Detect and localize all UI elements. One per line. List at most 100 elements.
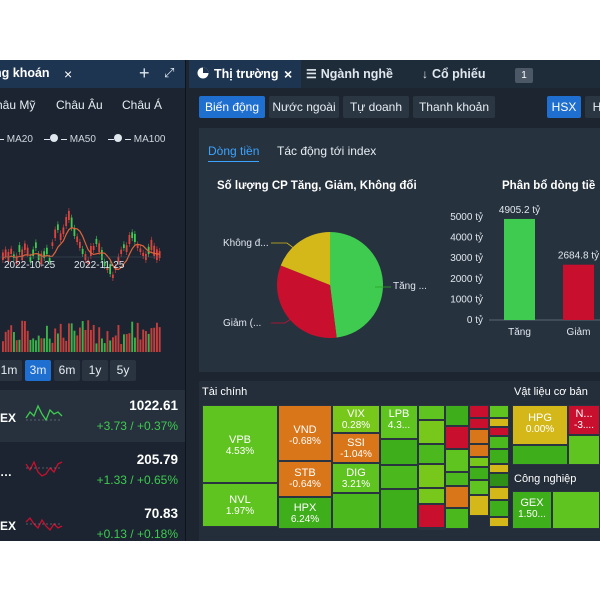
treemap-cell[interactable]: STB -0.64% xyxy=(278,461,332,497)
main-tabbar: Thị trường × ☰ Ngành nghề ↓ Cổ phiếu 1 xyxy=(189,60,600,88)
pie-slice-neutral[interactable] xyxy=(280,232,330,285)
index-row[interactable]: EX 1022.61 +3.73 / +0.37% xyxy=(0,390,185,442)
exchange-hsx[interactable]: HSX xyxy=(547,96,581,118)
treemap-cell[interactable]: VIX 0.28% xyxy=(332,405,380,433)
pie-slice-up[interactable] xyxy=(330,232,383,338)
plus-icon[interactable]: + xyxy=(139,63,150,83)
volume-bar xyxy=(21,320,24,352)
tab-stocks[interactable]: ↓ Cổ phiếu xyxy=(422,60,485,88)
candle xyxy=(2,252,4,260)
volume-bar xyxy=(90,329,92,352)
treemap-cell xyxy=(489,486,509,501)
candle xyxy=(150,239,153,250)
volume-bar xyxy=(156,322,158,352)
candle xyxy=(54,229,57,238)
tab-money-flow[interactable]: Dòng tiền xyxy=(208,144,260,162)
volume-bar xyxy=(153,327,156,352)
candle xyxy=(136,244,139,248)
range-6m[interactable]: 6m xyxy=(54,360,80,381)
volume-bar xyxy=(43,338,46,352)
index-change: +0.13 / +0.18% xyxy=(96,527,178,541)
volume-bar xyxy=(123,334,125,352)
tab-industry[interactable]: ☰ Ngành nghề xyxy=(306,60,393,88)
candle xyxy=(106,266,109,270)
group-finance: Tài chính xyxy=(202,386,248,398)
group-industrial: Công nghiệp xyxy=(514,473,577,485)
index-row[interactable]: EX 70.83 +0.13 / +0.18% xyxy=(0,498,185,541)
treemap-cell xyxy=(469,418,489,429)
ma100-legend[interactable]: MA100 xyxy=(108,134,165,145)
volume-bar xyxy=(84,329,87,352)
ma50-legend[interactable]: MA50 xyxy=(44,134,96,145)
volume-bar xyxy=(29,339,32,352)
range-1m[interactable]: 1m xyxy=(0,360,22,381)
volume-bar xyxy=(13,332,15,352)
subnav: Biến động Nước ngoài Tự doanh Thanh khoả… xyxy=(189,96,600,120)
tab-index-impact[interactable]: Tác động tới index xyxy=(277,144,377,158)
candle xyxy=(57,224,59,230)
treemap-cell[interactable]: VPB 4.53% xyxy=(202,405,278,483)
range-1y[interactable]: 1y xyxy=(82,360,108,381)
y-tick-label: 2000 tỷ xyxy=(450,273,483,285)
treemap-cell[interactable]: NVL 1.97% xyxy=(202,483,278,527)
expand-icon[interactable]: ⤢ xyxy=(164,65,175,80)
subnav-movement[interactable]: Biến động xyxy=(199,96,265,118)
index-price: 70.83 xyxy=(144,506,178,521)
candle xyxy=(81,248,84,254)
subnav-foreign[interactable]: Nước ngoài xyxy=(269,96,339,118)
close-icon[interactable]: × xyxy=(64,66,73,82)
subnav-proprietary[interactable]: Tự doanh xyxy=(343,96,409,118)
candle xyxy=(103,261,106,266)
treemap-cell xyxy=(568,435,600,465)
candle xyxy=(73,227,76,236)
region-tab-america[interactable]: hâu Mỹ xyxy=(0,98,36,112)
volume-bar xyxy=(142,329,145,352)
volume-bar xyxy=(103,343,106,352)
treemap-cell xyxy=(445,425,469,449)
treemap-cell[interactable]: DIG 3.21% xyxy=(332,463,380,493)
treemap-cell[interactable]: HPG 0.00% xyxy=(512,405,568,445)
subnav-liquidity[interactable]: Thanh khoản xyxy=(413,96,495,118)
treemap-cell xyxy=(418,420,445,445)
bar-up[interactable] xyxy=(504,218,535,320)
range-5y[interactable]: 5y xyxy=(110,360,136,381)
treemap-cell[interactable]: VND -0.68% xyxy=(278,405,332,461)
tab-stock-exchange[interactable]: ng khoán xyxy=(0,66,50,80)
candle xyxy=(156,249,158,260)
candle xyxy=(101,250,103,260)
close-icon[interactable]: × xyxy=(284,66,293,82)
volume-bar xyxy=(158,327,161,352)
volume-bar xyxy=(79,327,81,352)
candlestick-chart[interactable]: 2022-10-25 2022-11-25 xyxy=(0,152,186,352)
candle xyxy=(10,248,13,254)
treemap-cell xyxy=(489,405,509,418)
treemap-cell[interactable]: LPB 4.3... xyxy=(380,405,418,439)
tab-market-label: Thị trường xyxy=(214,67,279,81)
treemap-cell[interactable]: N... -3.... xyxy=(568,405,600,435)
range-3m[interactable]: 3m xyxy=(25,360,51,381)
candle xyxy=(62,227,65,234)
candle xyxy=(142,252,145,256)
index-row[interactable]: … 205.79 +1.33 / +0.65% xyxy=(0,444,185,496)
tab-industry-label: Ngành nghề xyxy=(320,67,393,81)
treemap-cell[interactable]: HPX 6.24% xyxy=(278,497,332,529)
volume-bar xyxy=(4,331,7,352)
exchange-next[interactable]: H xyxy=(585,96,600,118)
ma20-legend[interactable]: MA20 xyxy=(0,134,33,145)
region-tab-europe[interactable]: Châu Âu xyxy=(56,98,103,112)
candle xyxy=(18,245,21,252)
candle xyxy=(15,255,18,264)
volume-bar xyxy=(95,343,98,352)
volume-bar xyxy=(150,328,153,352)
treemap-cell[interactable]: GEX 1.50... xyxy=(512,491,552,529)
sector-treemap[interactable]: Tài chính Vật liệu cơ bản Công nghiệp VP… xyxy=(199,381,600,541)
bar-down[interactable] xyxy=(563,264,594,320)
treemap-cell xyxy=(489,417,509,428)
candle xyxy=(68,210,70,220)
money-flow-bars[interactable]: 5000 tỷ 4000 tỷ 3000 tỷ 2000 tỷ 1000 tỷ 0 tỷ 4… xyxy=(199,128,600,372)
region-tab-asia[interactable]: Châu Á xyxy=(122,98,163,112)
tab-market[interactable]: Thị trường × xyxy=(189,60,301,88)
treemap-cell[interactable]: SSI -1.04% xyxy=(332,433,380,463)
candle xyxy=(51,242,54,246)
treemap-cell xyxy=(418,528,445,531)
